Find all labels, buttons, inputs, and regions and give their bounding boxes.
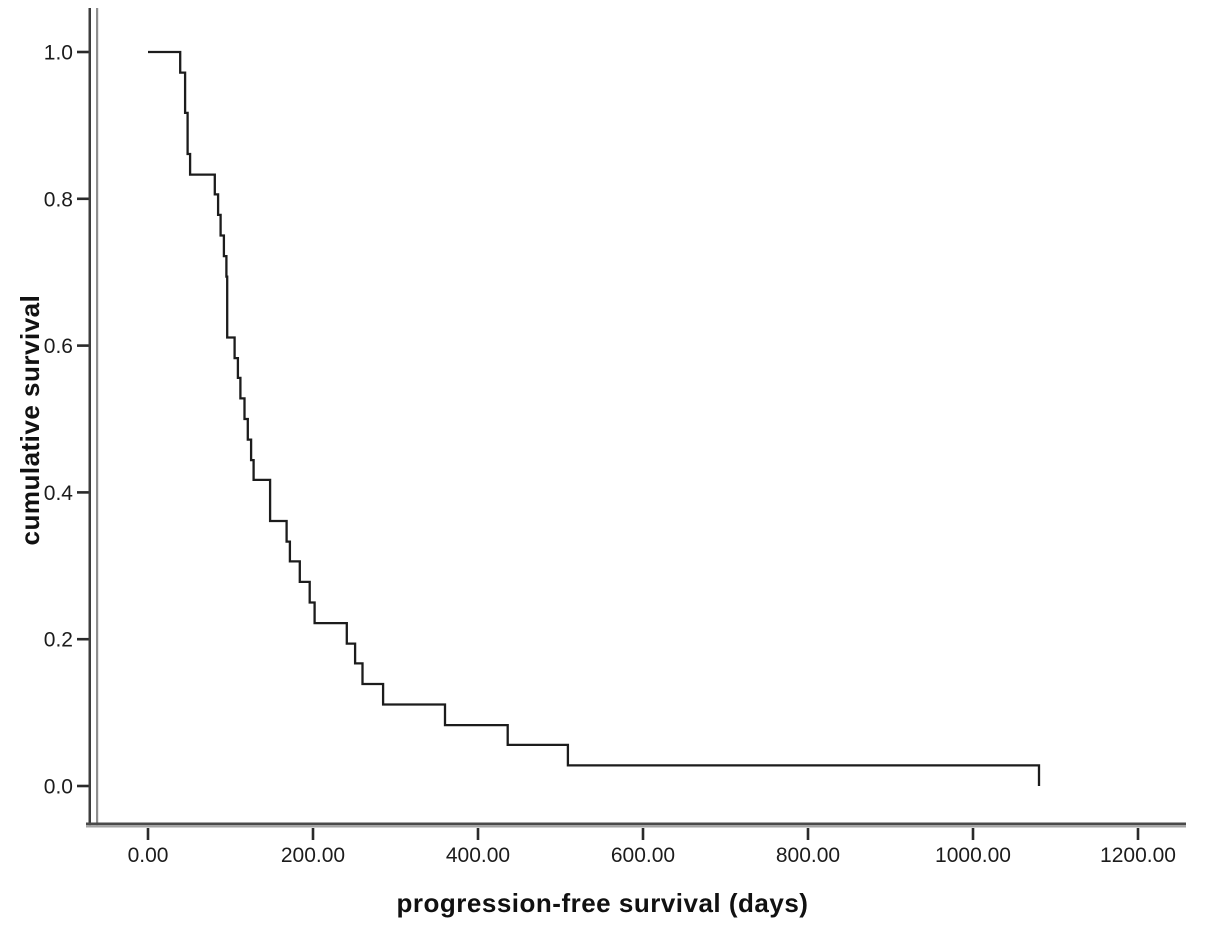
y-tick-label: 0.4 — [44, 482, 74, 505]
y-tick-label: 0.6 — [44, 335, 73, 358]
y-tick-label: 0.0 — [44, 776, 73, 799]
y-tick — [77, 491, 89, 494]
y-axis-line — [88, 8, 91, 827]
y-tick — [77, 50, 89, 54]
y-tick-label: 0.2 — [44, 629, 73, 652]
x-tick — [1136, 828, 1140, 840]
x-tick-label: 400.00 — [446, 844, 510, 867]
x-tick — [311, 828, 315, 840]
x-axis-line-shadow — [86, 825, 1186, 828]
x-tick — [476, 828, 480, 840]
y-tick — [77, 637, 89, 641]
x-tick-label: 0.00 — [128, 844, 169, 867]
y-axis-inner-frame-line — [96, 8, 99, 827]
x-tick-label: 600.00 — [611, 844, 675, 867]
y-tick-label: 1.0 — [44, 42, 73, 65]
y-tick-label: 0.8 — [44, 188, 73, 211]
y-tick — [77, 197, 89, 201]
x-tick — [971, 828, 975, 840]
x-tick-label: 800.00 — [776, 844, 840, 867]
x-tick-label: 200.00 — [281, 844, 345, 867]
x-tick — [806, 828, 810, 840]
x-tick-label: 1200.00 — [1100, 844, 1176, 867]
x-axis-line — [86, 822, 1186, 826]
y-tick — [77, 344, 89, 347]
x-axis-title: progression-free survival (days) — [396, 888, 809, 918]
x-tick — [641, 828, 645, 840]
x-tick — [146, 828, 150, 840]
x-tick-label: 1000.00 — [935, 844, 1011, 867]
y-tick — [77, 784, 89, 788]
y-axis-title: cumulative survival — [15, 294, 45, 546]
survival-step-curve — [148, 50, 1041, 786]
